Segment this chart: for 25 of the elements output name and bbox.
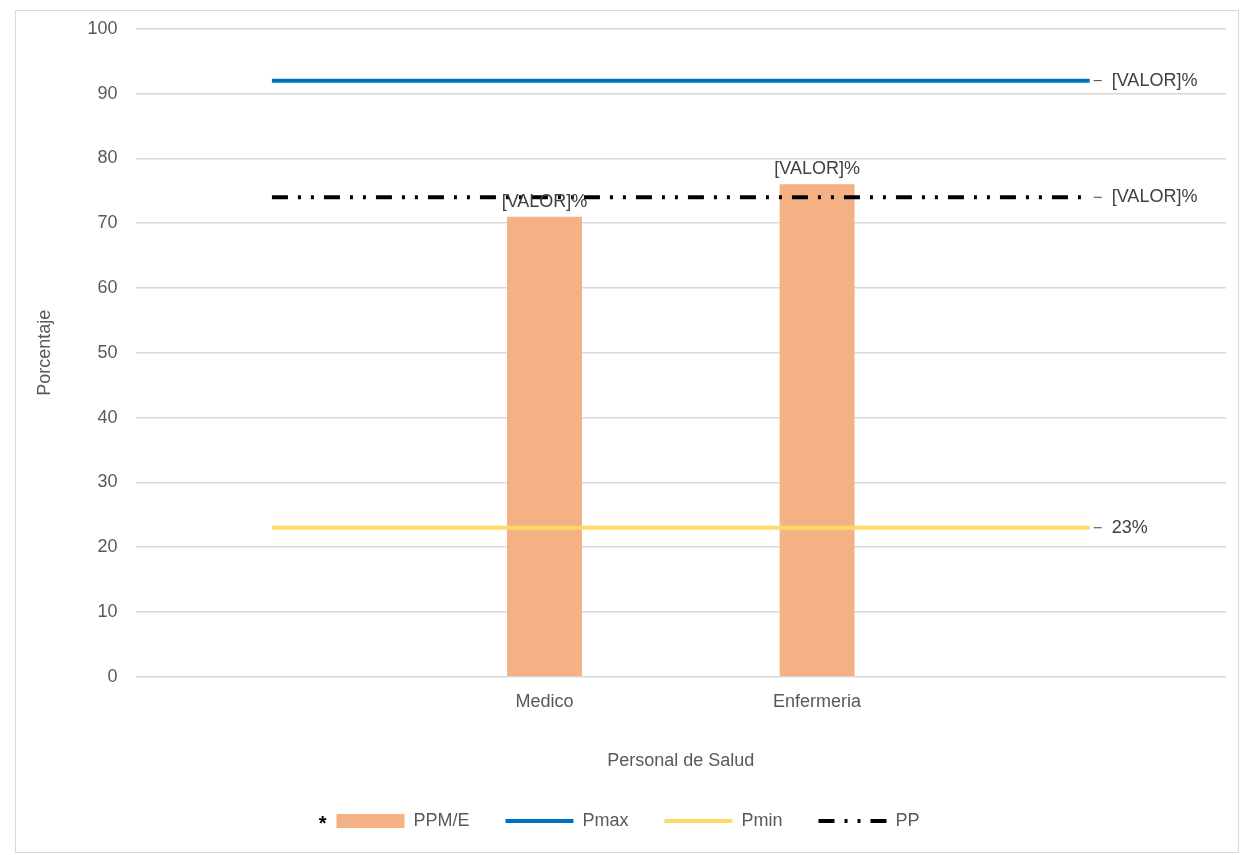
y-tick-label: 60 bbox=[97, 276, 118, 297]
y-tick-label: 20 bbox=[97, 536, 118, 557]
text: * bbox=[318, 811, 327, 834]
y-tick-label: 100 bbox=[87, 17, 118, 38]
y-tick-label: 50 bbox=[97, 341, 118, 362]
x-axis-title: Personal de Salud bbox=[607, 750, 755, 771]
legend-label: PPM/E bbox=[413, 809, 470, 830]
x-tick-label: Medico bbox=[515, 690, 574, 711]
data-label: [VALOR]% bbox=[1111, 186, 1198, 207]
y-tick-label: 10 bbox=[97, 600, 118, 621]
y-axis-title: Porcentaje bbox=[33, 309, 54, 396]
legend-label: Pmax bbox=[582, 809, 629, 830]
y-tick-label: 70 bbox=[97, 212, 118, 233]
x-tick-label: Enfermeria bbox=[773, 690, 863, 711]
legend-label: Pmin bbox=[741, 809, 783, 830]
y-tick-label: 80 bbox=[97, 147, 118, 168]
y-tick-label: 40 bbox=[97, 406, 118, 427]
data-label: [VALOR]% bbox=[1111, 69, 1198, 90]
data-label: 23% bbox=[1111, 516, 1148, 537]
data-label: [VALOR]% bbox=[501, 190, 588, 211]
data-label: [VALOR]% bbox=[774, 158, 860, 179]
y-tick-label: 30 bbox=[97, 471, 118, 492]
y-tick-label: 0 bbox=[107, 665, 118, 686]
y-tick-label: 90 bbox=[97, 82, 118, 103]
legend-label: PP bbox=[895, 809, 920, 830]
